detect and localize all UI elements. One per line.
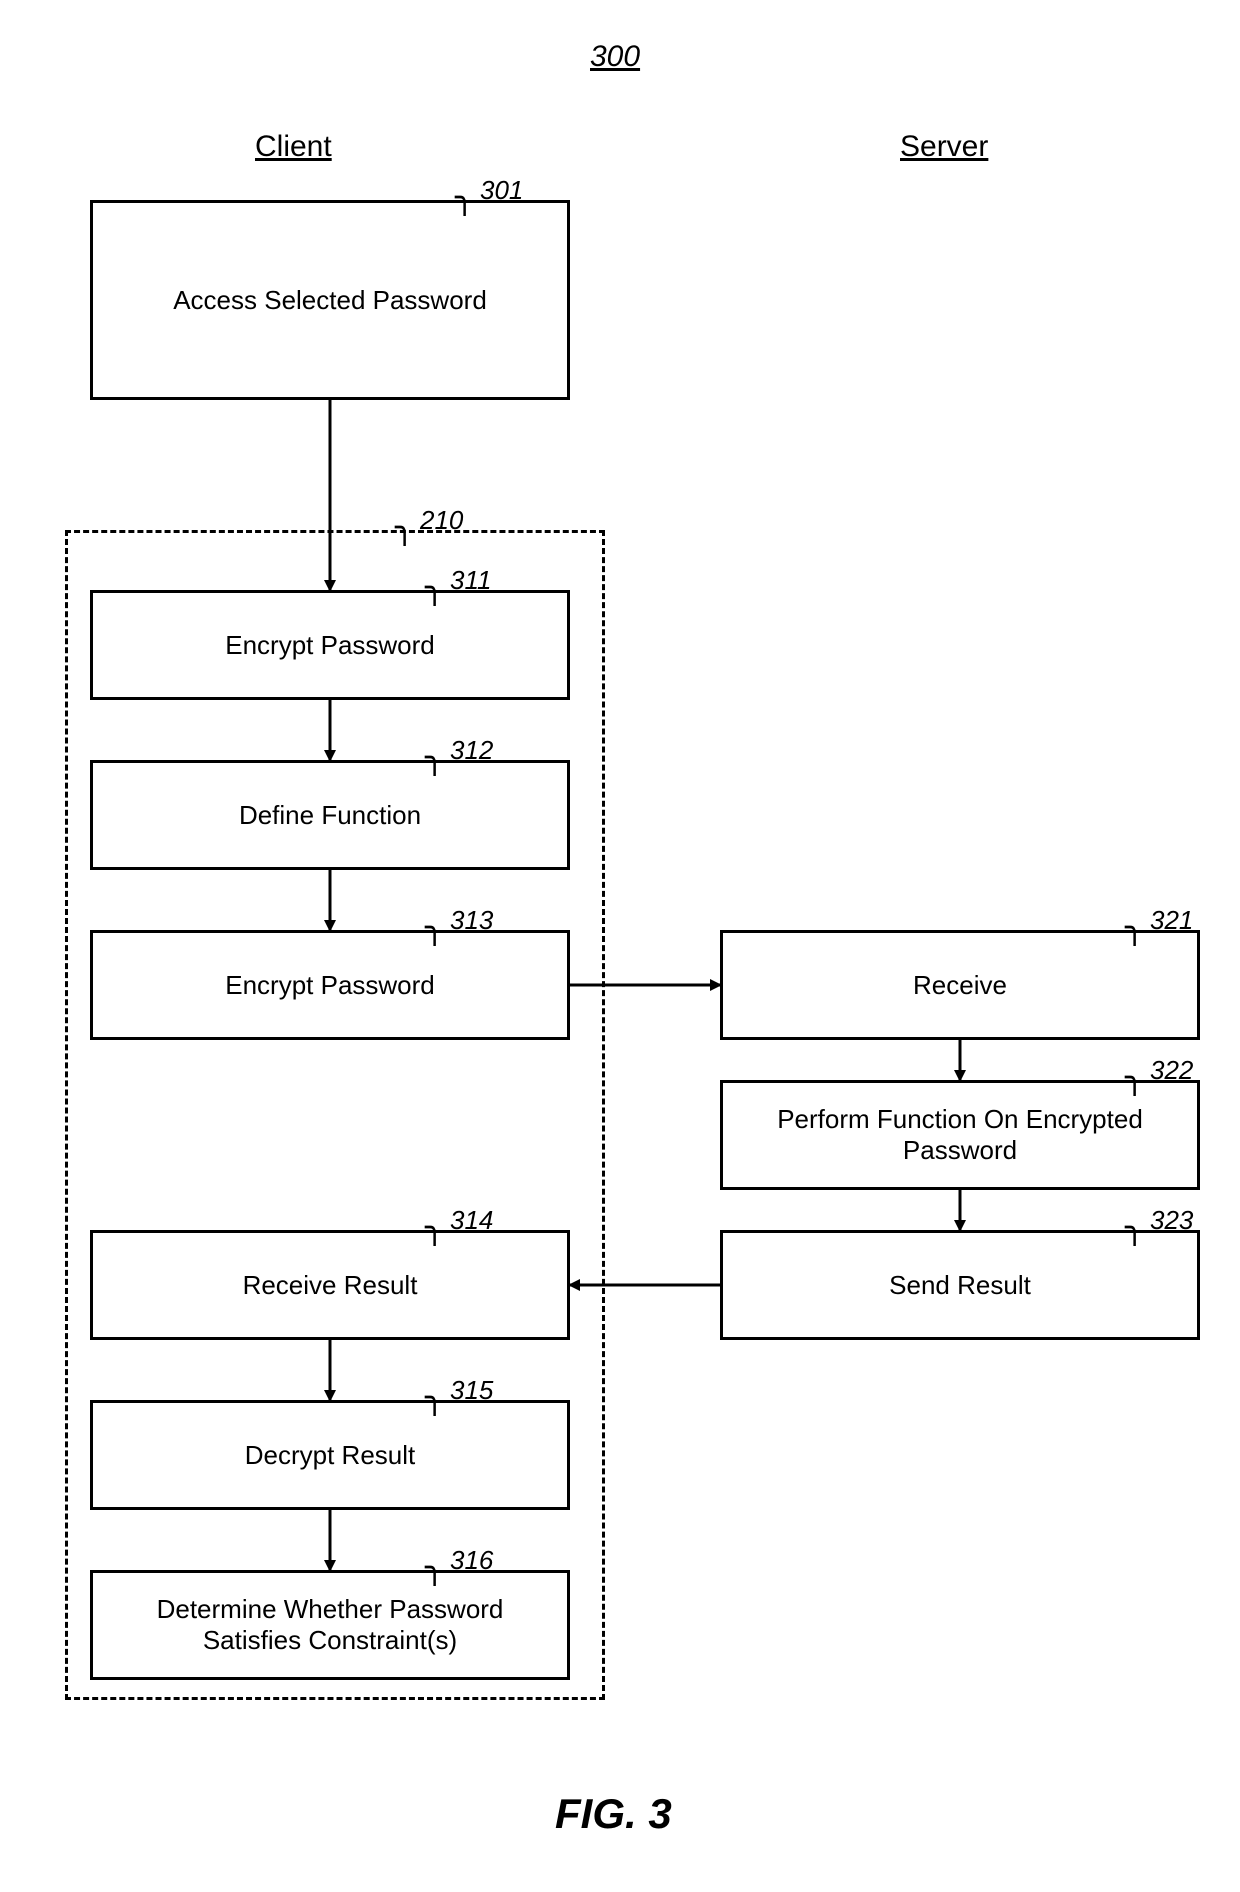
- node-311: Encrypt Password: [90, 590, 570, 700]
- ref-label-323: 323: [1150, 1205, 1193, 1236]
- ref-tick-321: ╭: [1125, 908, 1144, 946]
- node-label: Send Result: [889, 1270, 1031, 1301]
- ref-tick-314: ╭: [425, 1208, 444, 1246]
- node-313: Encrypt Password: [90, 930, 570, 1040]
- figure-number-top: 300: [590, 40, 640, 74]
- ref-tick-313: ╭: [425, 908, 444, 946]
- node-label: Determine Whether Password Satisfies Con…: [105, 1594, 555, 1656]
- node-301: Access Selected Password: [90, 200, 570, 400]
- node-314: Receive Result: [90, 1230, 570, 1340]
- node-label: Receive: [913, 970, 1007, 1001]
- ref-tick-322: ╭: [1125, 1058, 1144, 1096]
- node-label: Access Selected Password: [173, 285, 487, 316]
- ref-label-311: 311: [450, 565, 491, 596]
- node-label: Define Function: [239, 800, 421, 831]
- ref-label-322: 322: [1150, 1055, 1193, 1086]
- ref-label-321: 321: [1150, 905, 1193, 936]
- node-label: Encrypt Password: [225, 970, 435, 1001]
- dashed-group-210: [65, 530, 605, 1700]
- node-label: Decrypt Result: [245, 1440, 416, 1471]
- ref-label-314: 314: [450, 1205, 493, 1236]
- node-label: Encrypt Password: [225, 630, 435, 661]
- node-315: Decrypt Result: [90, 1400, 570, 1510]
- ref-tick-315: ╭: [425, 1378, 444, 1416]
- ref-label-210: 210: [420, 505, 463, 536]
- node-321: Receive: [720, 930, 1200, 1040]
- ref-label-316: 316: [450, 1545, 493, 1576]
- ref-label-301: 301: [480, 175, 523, 206]
- node-label: Perform Function On Encrypted Password: [735, 1104, 1185, 1166]
- figure-caption: FIG. 3: [555, 1790, 672, 1838]
- ref-label-315: 315: [450, 1375, 493, 1406]
- ref-tick-323: ╭: [1125, 1208, 1144, 1246]
- ref-label-313: 313: [450, 905, 493, 936]
- ref-tick-210: ╭: [395, 508, 414, 546]
- node-312: Define Function: [90, 760, 570, 870]
- ref-tick-311: ╭: [425, 568, 444, 606]
- node-label: Receive Result: [243, 1270, 418, 1301]
- header-client: Client: [255, 130, 332, 164]
- node-316: Determine Whether Password Satisfies Con…: [90, 1570, 570, 1680]
- node-323: Send Result: [720, 1230, 1200, 1340]
- ref-label-312: 312: [450, 735, 493, 766]
- ref-tick-312: ╭: [425, 738, 444, 776]
- ref-tick-301: ╭: [455, 178, 474, 216]
- node-322: Perform Function On Encrypted Password: [720, 1080, 1200, 1190]
- ref-tick-316: ╭: [425, 1548, 444, 1586]
- header-server: Server: [900, 130, 988, 164]
- diagram-canvas: 300 Client Server ╭ 210 Access Selected …: [0, 0, 1240, 1892]
